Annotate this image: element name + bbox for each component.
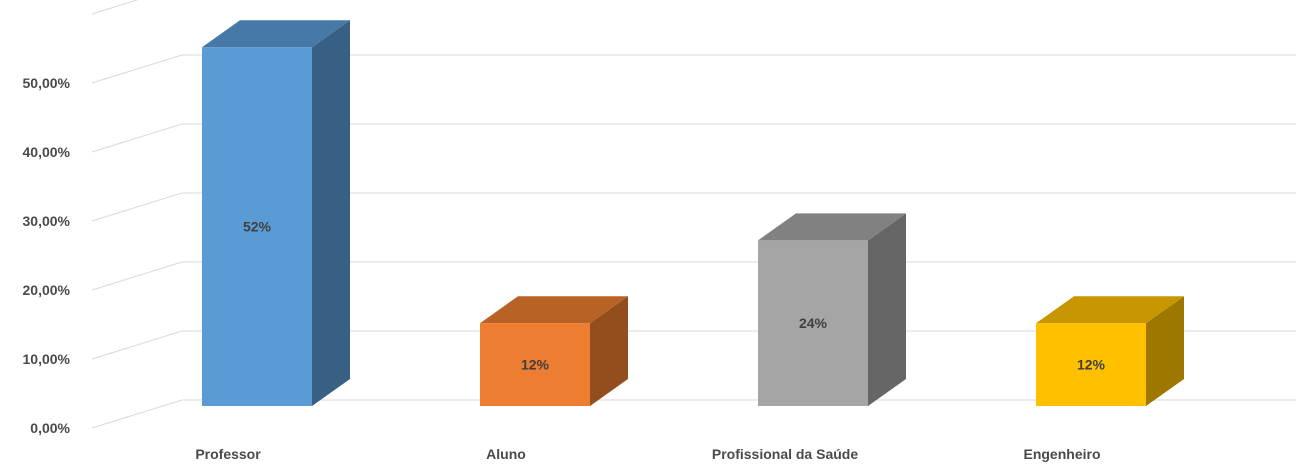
x-category-label: Engenheiro [1023, 446, 1100, 462]
gridline-side-0 [91, 399, 183, 429]
bar-front-face [1036, 323, 1146, 406]
y-tick-label: 10,00% [23, 351, 71, 367]
bar-side-face [312, 20, 350, 406]
bar-front-face [758, 240, 868, 406]
gridline-side-50 [91, 54, 183, 84]
bar-professor: 52% [202, 20, 350, 406]
bar-side-face [590, 296, 628, 406]
bar-side-face [1146, 296, 1184, 406]
bar-side-face [868, 213, 906, 406]
bar-top-face [480, 296, 628, 324]
y-tick-label: 50,00% [23, 75, 71, 91]
y-tick-label: 30,00% [23, 213, 71, 229]
gridline-side-40 [91, 123, 183, 153]
data-label: 12% [521, 357, 550, 373]
bar-top-face [1036, 296, 1184, 324]
y-tick-label: 0,00% [30, 420, 70, 436]
y-tick-label: 40,00% [23, 144, 71, 160]
x-category-label: Professor [195, 446, 261, 462]
bar-profissional-da-saúde: 24% [758, 213, 906, 406]
y-tick-label: 20,00% [23, 282, 71, 298]
gridline-side-20 [91, 261, 183, 291]
data-label: 12% [1077, 357, 1106, 373]
bar-top-face [758, 213, 906, 241]
gridline-side-30 [91, 192, 183, 222]
x-axis: Professor Aluno Profissional da Saúde Engen… [195, 446, 1100, 462]
data-label: 52% [243, 219, 272, 235]
bar-aluno: 12% [480, 296, 628, 406]
bar-front-face [480, 323, 590, 406]
y-axis: 0,00% 10,00% 20,00% 30,00% 40,00% 50,00% [23, 75, 71, 436]
bar-top-face [202, 20, 350, 48]
bars: 52% 12% 24% 12% [202, 20, 1184, 406]
gridline-side-10 [91, 330, 183, 360]
bar-engenheiro: 12% [1036, 296, 1184, 406]
gridline-side-60 [91, 0, 139, 15]
data-label: 24% [799, 315, 828, 331]
x-category-label: Aluno [486, 446, 526, 462]
bar-front-face [202, 47, 312, 406]
x-category-label: Profissional da Saúde [712, 446, 858, 462]
